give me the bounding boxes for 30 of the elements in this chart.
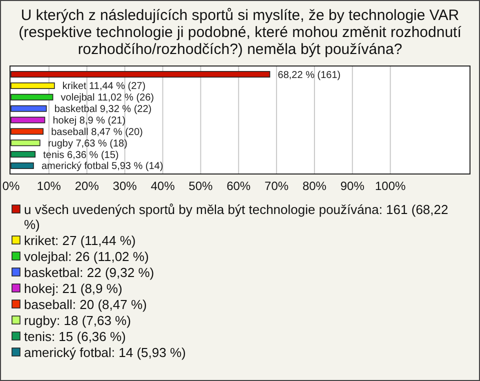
text: americký fotbal: 14 (5,93 %) (24, 345, 186, 360)
data-label: kriket 11,44 % (27) (62, 81, 146, 92)
text: kriket: 27 (11,44 %) (24, 233, 136, 248)
data-label: 68,22 % (161) (278, 70, 341, 81)
x-tick-label: 100% (374, 179, 406, 193)
data-label: volejbal 11,02 % (26) (60, 92, 154, 104)
data-label: baseball 8,47 % (20) (51, 126, 143, 138)
data-label: hokej 8,9 % (21) (52, 116, 126, 126)
text: u všech uvedených sportů by měla být technologie používána: 161 (68,22 %) (24, 202, 448, 232)
x-tick-label: 80% (302, 179, 327, 193)
text: rugby: 18 (7,63 %) (24, 313, 131, 328)
x-tick-label: 0% (2, 179, 20, 193)
data-label: americký fotbal 5,93 % (14) (41, 161, 164, 172)
text: tenis: 15 (6,36 %) (24, 329, 126, 344)
text: basketbal: 22 (9,32 %) (24, 265, 154, 280)
x-tick-label: 20% (74, 179, 100, 193)
data-label: rugby 7,63 % (18) (48, 138, 128, 150)
x-tick-label: 50% (188, 179, 213, 193)
data-label: tenis 6,36 % (15) (43, 150, 119, 161)
x-tick-label: 90% (340, 179, 365, 193)
x-tick-label: 30% (112, 179, 138, 193)
data-label: basketbal 9,32 % (22) (54, 104, 152, 116)
chart-title: U kterých z následujících sportů si myslíte, že by technologie VAR (respektive technologie ji podobné, které mohou změnit rozhodnutí rozhodčího/rozhodčích?) neměla být používána? (18, 7, 462, 58)
x-tick-label: 70% (264, 179, 289, 193)
x-tick-label: 60% (226, 179, 251, 193)
text: hokej: 21 (8,9 %) (24, 281, 122, 296)
text: baseball: 20 (8,47 %) (24, 297, 147, 312)
x-tick-label: 40% (150, 179, 176, 193)
x-tick-label: 10% (36, 179, 62, 193)
text: volejbal: 26 (11,02 %) (24, 249, 149, 264)
